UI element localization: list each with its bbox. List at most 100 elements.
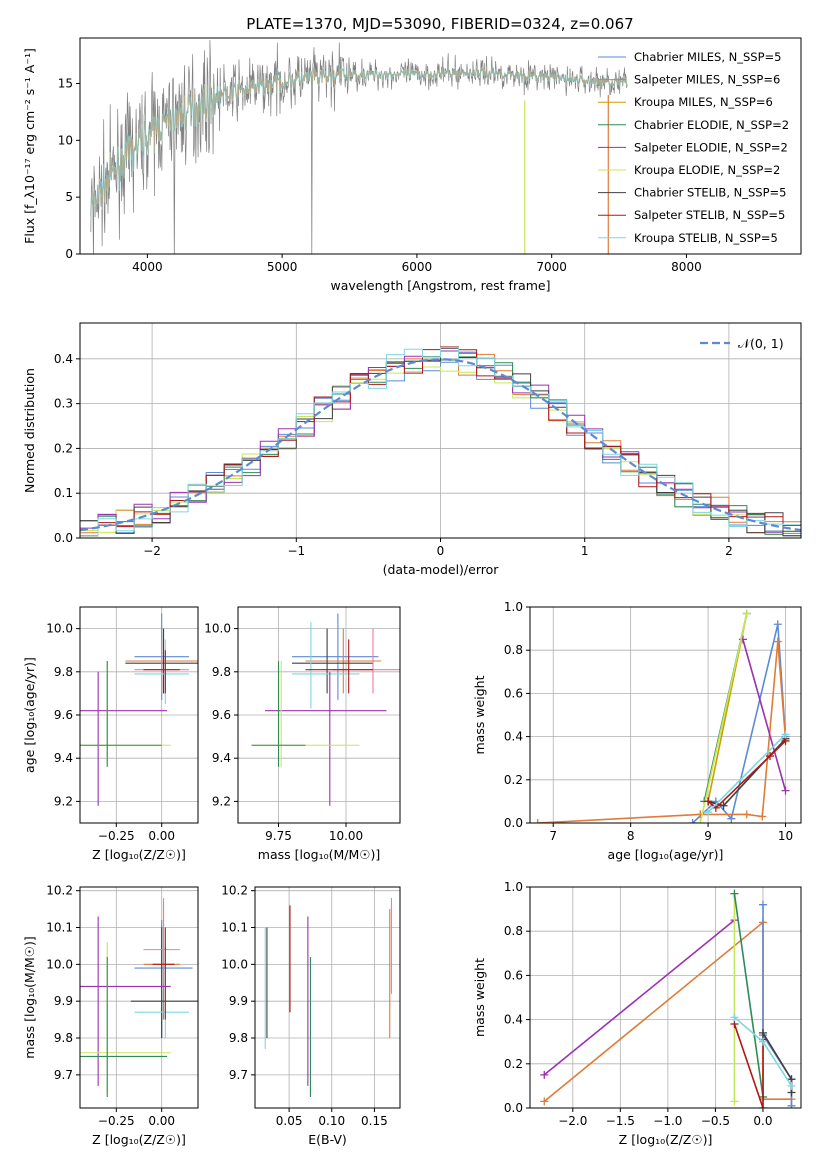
- plot-area: [80, 323, 801, 538]
- legend-label: Salpeter ELODIE, N_SSP=2: [634, 140, 788, 154]
- y-tick-label: 9.9: [229, 994, 248, 1008]
- x-tick-label: −1.5: [606, 1114, 635, 1128]
- age-vs-mass-panel: 9.75 10.00 9.2 9.4 9.6 9.8 10.0 mass [log₁₀(M/M…: [204, 606, 401, 862]
- mass-weight-marker: [787, 1081, 796, 1090]
- x-tick-label: 10: [778, 829, 793, 843]
- y-tick-label: 0.4: [504, 1013, 523, 1027]
- x-axis-label: Z [log₁₀(Z/Z☉)]: [619, 1132, 713, 1147]
- mass-weight-marker: [688, 819, 697, 823]
- mass-weight-marker: [540, 1097, 549, 1106]
- y-tick-label: 10.0: [46, 957, 73, 971]
- y-tick-label: 0.0: [504, 1101, 523, 1115]
- mass-vs-extinction-panel: 0.05 0.10 0.15 9.7 9.8 9.9 10.0 10.1 10.2 E(B-V): [221, 884, 401, 1147]
- mass-weight-marker: [758, 1104, 767, 1108]
- x-axis-label: wavelength [Angstrom, rest frame]: [330, 278, 550, 293]
- x-tick-label: 0: [437, 544, 445, 558]
- mass-weight-vs-age-panel: 7 8 9 10 0.0 0.2 0.4 0.6 0.8 1.0 age [log₁₀(age/yr…: [472, 600, 802, 862]
- y-tick-label: 9.7: [54, 1068, 73, 1082]
- age-vs-metallicity-panel: −0.25 0.00 9.2 9.4 9.6 9.8 10.0 Z [log₁₀(Z/Z☉)]…: [22, 606, 199, 862]
- mass-weight-marker: [719, 801, 728, 810]
- x-tick-label: 0.0: [753, 1114, 772, 1128]
- x-tick-label: 1: [581, 544, 589, 558]
- y-tick-label: 0.0: [54, 531, 73, 545]
- y-tick-label: 0: [65, 247, 73, 261]
- y-tick-label: 0.8: [504, 924, 523, 938]
- mass-weight-line: [537, 641, 787, 823]
- y-tick-label: 5: [65, 190, 73, 204]
- y-tick-label: 0.2: [504, 1057, 523, 1071]
- y-tick-label: 0.6: [504, 686, 523, 700]
- mass-weight-marker: [727, 814, 736, 823]
- x-tick-label: −2: [143, 544, 161, 558]
- x-tick-label: 8: [627, 829, 635, 843]
- mass-weight-marker: [758, 1037, 767, 1046]
- observed-spectrum: [90, 39, 628, 254]
- normal-reference-curve: [80, 358, 801, 532]
- mass-weight-marker: [758, 1028, 767, 1037]
- x-tick-label: 6000: [402, 260, 433, 274]
- plot-area: [90, 39, 628, 254]
- x-tick-label: −1.0: [653, 1114, 682, 1128]
- y-tick-label: 0.4: [54, 352, 73, 366]
- mass-weight-marker: [766, 752, 775, 761]
- y-axis-label: mass [log₁₀(M/M☉)]: [22, 936, 37, 1058]
- mass-weight-marker: [533, 819, 542, 823]
- mass-weight-marker: [730, 1097, 739, 1106]
- legend-label: Kroupa STELIB, N_SSP=5: [634, 231, 778, 245]
- y-tick-label: 9.8: [54, 665, 73, 679]
- mass-weight-line: [707, 740, 787, 809]
- axes-frame: [79, 606, 199, 824]
- x-axis-label: age [log₁₀(age/yr)]: [608, 847, 724, 862]
- plot-area: [238, 607, 400, 823]
- x-tick-label: 2: [725, 544, 733, 558]
- plot-area: [530, 887, 801, 1108]
- y-tick-label: 0.6: [504, 968, 523, 982]
- mass-weight-vs-metallicity-panel: −2.0 −1.5 −1.0 −0.5 0.0 0.0 0.2 0.4 0.6 0.8 1.0 Z […: [472, 880, 802, 1147]
- mass-weight-marker: [540, 1070, 549, 1079]
- mass-weight-marker: [781, 730, 790, 739]
- y-tick-label: 9.8: [212, 665, 231, 679]
- model-spectrum: [90, 63, 628, 216]
- legend-label: Chabrier MILES, N_SSP=5: [634, 50, 781, 64]
- legend-label: Chabrier ELODIE, N_SSP=2: [634, 118, 789, 132]
- x-tick-label: −2.0: [558, 1114, 587, 1128]
- mass-weight-line: [733, 1023, 764, 1108]
- y-tick-label: 1.0: [504, 600, 523, 614]
- y-tick-label: 0.1: [54, 486, 73, 500]
- y-axis-label: age [log₁₀(age/yr)]: [22, 657, 37, 773]
- y-axis-label: mass weight: [472, 675, 487, 754]
- y-tick-label: 0.2: [54, 441, 73, 455]
- axes-frame: [237, 606, 401, 824]
- y-tick-label: 9.9: [54, 994, 73, 1008]
- x-axis-label: mass [log₁₀(M/M☉)]: [258, 847, 380, 862]
- x-tick-label: 0.05: [276, 1114, 303, 1128]
- mass-weight-marker: [781, 786, 790, 795]
- y-tick-label: 1.0: [504, 880, 523, 894]
- y-tick-label: 10.2: [221, 884, 248, 898]
- x-tick-label: 7000: [536, 260, 567, 274]
- mass-weight-line: [543, 919, 735, 1076]
- y-tick-label: 9.4: [212, 751, 231, 765]
- x-tick-label: 4000: [132, 260, 163, 274]
- x-tick-label: 9.75: [265, 829, 292, 843]
- y-tick-label: 9.2: [54, 794, 73, 808]
- y-tick-label: 9.2: [212, 794, 231, 808]
- x-tick-label: −0.25: [98, 829, 135, 843]
- x-tick-label: 9: [704, 829, 712, 843]
- axes-frame: [79, 886, 199, 1109]
- mass-weight-marker: [730, 889, 739, 898]
- mass-weight-marker: [696, 819, 705, 823]
- legend-label: Chabrier STELIB, N_SSP=5: [634, 186, 786, 200]
- y-tick-label: 9.6: [212, 708, 231, 722]
- y-tick-label: 10.0: [204, 622, 231, 636]
- mass-weight-marker: [742, 609, 751, 618]
- y-tick-label: 9.4: [54, 751, 73, 765]
- x-tick-label: 10.00: [329, 829, 363, 843]
- y-tick-label: 9.8: [229, 1031, 248, 1045]
- mass-weight-marker: [773, 620, 782, 629]
- y-tick-label: 10.2: [46, 884, 73, 898]
- y-tick-label: 10.0: [221, 957, 248, 971]
- x-tick-label: 0.00: [148, 1114, 175, 1128]
- x-axis-label: Z [log₁₀(Z/Z☉)]: [92, 847, 186, 862]
